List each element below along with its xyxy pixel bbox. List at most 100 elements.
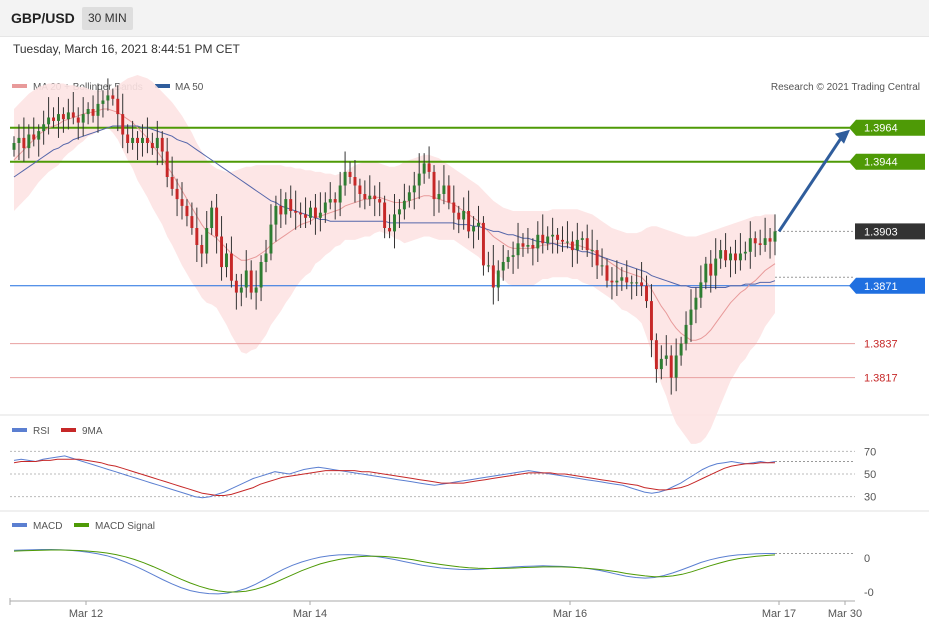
candle-body bbox=[22, 137, 26, 149]
rsi-tick-50: 50 bbox=[864, 469, 876, 481]
candle-body bbox=[625, 277, 629, 283]
candle-body bbox=[541, 234, 545, 244]
candle-body bbox=[442, 185, 446, 194]
macd-signal-line bbox=[13, 549, 776, 593]
candle-body bbox=[758, 243, 762, 245]
candle-body bbox=[388, 228, 392, 232]
legend-ma20-swatch bbox=[12, 84, 27, 88]
resistance-badge-1 bbox=[849, 153, 925, 170]
candle-body bbox=[131, 137, 135, 143]
resistance-label-0: 1.3964 bbox=[864, 123, 898, 135]
candle-body bbox=[511, 255, 515, 257]
candle-body bbox=[397, 209, 401, 215]
candle-body bbox=[136, 137, 140, 143]
candle-body bbox=[17, 137, 21, 143]
candles bbox=[12, 78, 777, 395]
symbol-title: GBP/USD bbox=[11, 10, 75, 26]
candle-body bbox=[402, 200, 406, 210]
legend-rsi-ma-swatch bbox=[61, 428, 76, 432]
candle-body bbox=[239, 287, 243, 293]
candle-body bbox=[753, 238, 757, 244]
candle-body bbox=[289, 199, 293, 211]
candle-body bbox=[249, 270, 253, 293]
legend-macd-signal-swatch bbox=[74, 523, 89, 527]
candle-body bbox=[348, 171, 352, 177]
candle-body bbox=[605, 265, 609, 281]
pivot-badge-3 bbox=[849, 277, 925, 294]
candle-body bbox=[551, 234, 555, 237]
candle-body bbox=[71, 112, 75, 118]
candle-body bbox=[585, 238, 589, 251]
candle-body bbox=[353, 177, 357, 186]
support-label-5: 1.3817 bbox=[864, 373, 898, 385]
candle-body bbox=[447, 185, 451, 203]
candle-body bbox=[86, 109, 90, 115]
candle-body bbox=[358, 185, 362, 194]
last-price-badge bbox=[855, 223, 925, 240]
bollinger-band-area bbox=[14, 75, 775, 444]
candle-body bbox=[141, 137, 144, 143]
forecast-arrow bbox=[777, 129, 850, 233]
rsi-line bbox=[13, 455, 776, 499]
candle-body bbox=[738, 253, 742, 261]
candle-body bbox=[126, 134, 130, 143]
rsi-panel: 70 50 30 bbox=[10, 446, 876, 504]
candle-body bbox=[225, 253, 228, 268]
candle-body bbox=[516, 243, 520, 256]
legend-macd: MACD bbox=[33, 521, 62, 532]
candle-body bbox=[373, 195, 377, 200]
candle-body bbox=[645, 285, 648, 302]
candle-body bbox=[210, 207, 214, 228]
candle-body bbox=[743, 251, 747, 254]
candle-body bbox=[274, 205, 278, 225]
candle-body bbox=[12, 143, 16, 150]
candle-body bbox=[259, 262, 263, 288]
candle-body bbox=[106, 95, 110, 101]
legend-rsi: RSI bbox=[33, 426, 50, 437]
candle-body bbox=[111, 95, 115, 99]
candle-body bbox=[719, 250, 723, 259]
candle-body bbox=[116, 98, 120, 115]
candle-body bbox=[546, 236, 550, 244]
candle-body bbox=[427, 163, 431, 172]
candle-body bbox=[101, 100, 105, 104]
candle-body bbox=[748, 238, 752, 252]
macd-tick-negative: -0 bbox=[864, 587, 874, 599]
candle-body bbox=[170, 177, 174, 189]
candle-body bbox=[264, 253, 268, 262]
candle-body bbox=[190, 216, 194, 228]
candle-body bbox=[526, 245, 530, 247]
candle-body bbox=[763, 238, 767, 245]
level-labels: 1.3964 1.3944 1.3903 1.3871 1.3837 1.3817 bbox=[849, 119, 925, 385]
macd-panel: 0 -0 bbox=[13, 549, 874, 599]
candle-body bbox=[96, 103, 100, 116]
candle-body bbox=[674, 355, 678, 378]
candle-body bbox=[185, 205, 189, 217]
candle-body bbox=[664, 355, 668, 359]
resistance-label-1: 1.3944 bbox=[864, 157, 898, 169]
candle-body bbox=[635, 282, 639, 284]
legend-macd-signal: MACD Signal bbox=[95, 521, 155, 532]
candle-body bbox=[773, 231, 777, 242]
last-price-label: 1.3903 bbox=[864, 226, 898, 238]
support-label-4: 1.3837 bbox=[864, 339, 898, 351]
candle-body bbox=[299, 212, 303, 215]
candle-body bbox=[200, 245, 204, 254]
candle-body bbox=[709, 263, 713, 276]
candle-body bbox=[383, 202, 387, 228]
candle-body bbox=[630, 282, 634, 284]
interval-button[interactable]: 30 MIN bbox=[82, 7, 133, 30]
candle-body bbox=[714, 258, 718, 276]
candle-body bbox=[412, 185, 416, 193]
candle-body bbox=[42, 124, 46, 132]
top-bar: GBP/USD 30 MIN bbox=[0, 0, 929, 37]
legend-ma50-swatch bbox=[155, 84, 170, 88]
candle-body bbox=[220, 236, 224, 268]
candle-body bbox=[254, 287, 258, 293]
datetime-label: Tuesday, March 16, 2021 8:44:51 PM CET bbox=[13, 42, 240, 56]
candle-body bbox=[620, 277, 624, 281]
candle-body bbox=[417, 173, 421, 186]
candle-body bbox=[481, 222, 485, 266]
candle-body bbox=[165, 151, 169, 177]
